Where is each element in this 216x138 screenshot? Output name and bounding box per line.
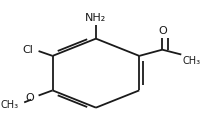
Text: Cl: Cl <box>23 45 33 55</box>
Text: CH₃: CH₃ <box>0 100 19 110</box>
Text: O: O <box>158 26 167 36</box>
Text: NH₂: NH₂ <box>85 13 106 23</box>
Text: O: O <box>26 93 35 103</box>
Text: CH₃: CH₃ <box>182 56 200 66</box>
